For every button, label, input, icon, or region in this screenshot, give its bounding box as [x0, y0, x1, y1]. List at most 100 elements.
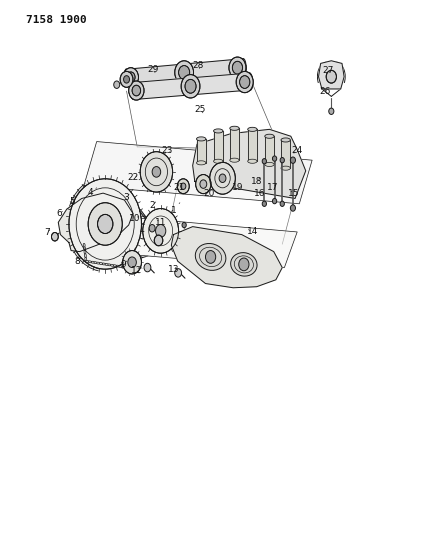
- Polygon shape: [214, 131, 223, 161]
- Text: 21: 21: [173, 183, 185, 192]
- Circle shape: [219, 174, 226, 182]
- Text: 26: 26: [319, 86, 330, 95]
- Circle shape: [262, 159, 267, 164]
- Circle shape: [88, 203, 122, 245]
- Circle shape: [152, 166, 160, 177]
- Text: 5: 5: [69, 197, 75, 206]
- Polygon shape: [281, 140, 290, 168]
- Circle shape: [143, 208, 178, 253]
- Polygon shape: [126, 59, 244, 86]
- Text: 17: 17: [267, 183, 279, 192]
- Circle shape: [178, 66, 190, 79]
- Circle shape: [154, 235, 163, 246]
- Text: 16: 16: [254, 189, 266, 198]
- Circle shape: [123, 68, 139, 87]
- Circle shape: [182, 222, 186, 228]
- Text: 20: 20: [203, 189, 214, 198]
- Text: 1: 1: [171, 203, 180, 215]
- Text: 12: 12: [131, 266, 142, 275]
- Polygon shape: [171, 227, 282, 288]
- Text: 24: 24: [291, 146, 303, 155]
- Circle shape: [128, 257, 137, 268]
- Circle shape: [290, 205, 295, 211]
- Circle shape: [181, 183, 186, 189]
- Ellipse shape: [248, 73, 253, 90]
- Text: 7158 1900: 7158 1900: [26, 14, 87, 25]
- Ellipse shape: [265, 163, 274, 166]
- Ellipse shape: [196, 137, 206, 141]
- Polygon shape: [58, 193, 133, 252]
- Circle shape: [132, 85, 141, 96]
- Ellipse shape: [124, 69, 129, 86]
- Ellipse shape: [248, 127, 257, 132]
- Text: 19: 19: [232, 183, 243, 192]
- Text: 18: 18: [251, 177, 262, 186]
- Circle shape: [149, 224, 155, 232]
- Ellipse shape: [230, 158, 239, 162]
- Circle shape: [290, 157, 295, 164]
- Circle shape: [69, 179, 142, 269]
- Text: 4: 4: [87, 188, 97, 197]
- Text: 10: 10: [129, 214, 141, 223]
- Polygon shape: [84, 214, 297, 268]
- Text: 11: 11: [155, 218, 166, 227]
- Circle shape: [210, 163, 235, 194]
- Circle shape: [155, 224, 166, 237]
- Text: 29: 29: [148, 66, 159, 74]
- Text: 27: 27: [323, 67, 334, 75]
- Ellipse shape: [248, 159, 257, 163]
- Ellipse shape: [230, 126, 239, 131]
- Polygon shape: [84, 142, 312, 204]
- Text: 13: 13: [168, 265, 179, 274]
- Text: 25: 25: [195, 105, 206, 114]
- Polygon shape: [318, 61, 344, 89]
- Circle shape: [200, 180, 207, 188]
- Circle shape: [129, 81, 144, 100]
- Text: 6: 6: [56, 209, 62, 218]
- Circle shape: [240, 76, 250, 88]
- Ellipse shape: [231, 253, 257, 276]
- Text: 7: 7: [44, 228, 50, 237]
- Polygon shape: [265, 136, 274, 165]
- Circle shape: [239, 258, 249, 271]
- Text: 23: 23: [161, 146, 173, 155]
- Circle shape: [181, 75, 200, 98]
- Circle shape: [175, 269, 181, 277]
- Ellipse shape: [265, 134, 274, 138]
- Text: 8: 8: [74, 257, 81, 265]
- Ellipse shape: [195, 244, 226, 270]
- Text: 9: 9: [121, 260, 127, 269]
- Circle shape: [144, 263, 151, 272]
- Polygon shape: [196, 139, 206, 163]
- Ellipse shape: [214, 129, 223, 133]
- Text: 2: 2: [149, 201, 156, 210]
- Circle shape: [140, 152, 172, 192]
- Circle shape: [124, 76, 130, 83]
- Text: 15: 15: [288, 189, 300, 198]
- Circle shape: [326, 70, 336, 83]
- Circle shape: [273, 156, 277, 161]
- Ellipse shape: [281, 166, 290, 170]
- Ellipse shape: [214, 159, 223, 163]
- Circle shape: [51, 232, 58, 241]
- Circle shape: [280, 201, 284, 206]
- Circle shape: [232, 61, 243, 74]
- Ellipse shape: [131, 83, 135, 100]
- Circle shape: [273, 198, 277, 204]
- Ellipse shape: [281, 138, 290, 142]
- Circle shape: [123, 251, 142, 274]
- Circle shape: [175, 61, 193, 84]
- Circle shape: [329, 108, 334, 115]
- Text: 3: 3: [124, 193, 129, 202]
- Circle shape: [98, 214, 113, 233]
- Polygon shape: [230, 128, 239, 160]
- Text: 28: 28: [192, 61, 203, 70]
- Polygon shape: [133, 73, 251, 100]
- Circle shape: [205, 251, 216, 263]
- Circle shape: [127, 72, 135, 83]
- Circle shape: [196, 174, 211, 193]
- Circle shape: [185, 79, 196, 93]
- Circle shape: [262, 201, 267, 206]
- Ellipse shape: [241, 59, 246, 76]
- Ellipse shape: [196, 161, 206, 165]
